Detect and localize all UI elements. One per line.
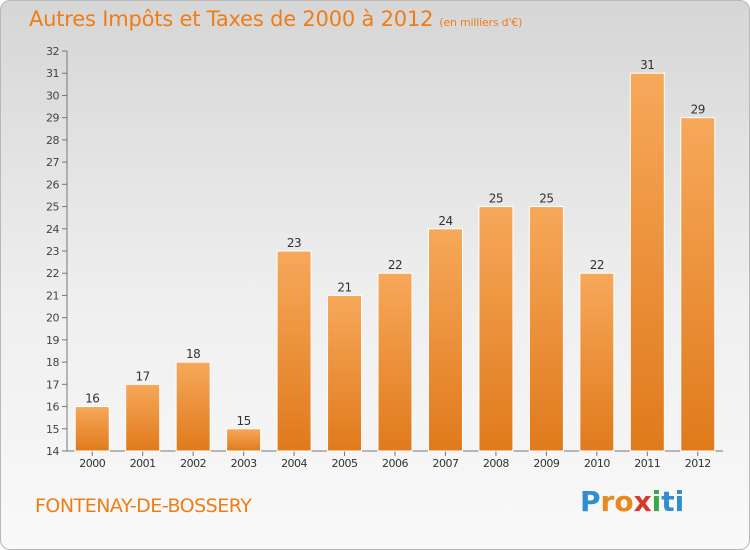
x-tick-label: 2008 (483, 457, 509, 470)
bar-value-label: 31 (640, 58, 654, 72)
logo-letter: P (580, 485, 601, 518)
bar-value-label: 22 (590, 258, 604, 272)
y-tick-label: 20 (46, 312, 59, 325)
bar-value-label: 18 (186, 347, 200, 361)
y-tick-label: 15 (46, 423, 59, 436)
bar-value-label: 25 (539, 192, 553, 206)
y-tick-label: 24 (46, 223, 59, 236)
bar (175, 361, 211, 452)
x-tick-label: 2012 (685, 457, 711, 470)
chart-unit: (en milliers d'€) (439, 16, 523, 29)
bar-value-label: 22 (388, 258, 402, 272)
y-tick-label: 29 (46, 112, 59, 125)
bar-value-label: 17 (136, 369, 150, 383)
logo-letter: i (651, 485, 662, 518)
x-tick-label: 2005 (332, 457, 358, 470)
y-tick-label: 31 (46, 67, 59, 80)
x-tick-label: 2010 (584, 457, 610, 470)
x-tick-label: 2003 (231, 457, 257, 470)
bar (680, 117, 716, 452)
y-tick-label: 16 (46, 401, 59, 414)
bar (377, 272, 413, 452)
bar-value-label: 29 (691, 103, 705, 117)
x-tick-label: 2000 (79, 457, 105, 470)
bar-value-label: 16 (85, 392, 99, 406)
y-tick-label: 23 (46, 245, 59, 258)
x-tick-label: 2009 (533, 457, 559, 470)
y-tick-label: 28 (46, 134, 59, 147)
y-tick-label: 26 (46, 178, 59, 191)
bar (276, 250, 312, 452)
bar (579, 272, 615, 452)
bar (74, 406, 110, 452)
y-tick-label: 27 (46, 156, 59, 169)
bar-value-label: 23 (287, 236, 301, 250)
y-tick-label: 30 (46, 89, 59, 102)
y-tick-label: 32 (46, 45, 59, 58)
x-tick-label: 2007 (432, 457, 458, 470)
y-tick-label: 21 (46, 289, 59, 302)
bar (528, 206, 564, 452)
y-tick-label: 25 (46, 201, 59, 214)
y-tick-label: 14 (46, 445, 59, 458)
y-tick-label: 18 (46, 356, 59, 369)
chart-title: Autres Impôts et Taxes de 2000 à 2012 (en… (29, 7, 522, 31)
chart-title-text: Autres Impôts et Taxes de 2000 à 2012 (29, 7, 434, 31)
bar (629, 72, 665, 452)
x-tick-label: 2004 (281, 457, 307, 470)
bar-value-label: 25 (489, 192, 503, 206)
bar (125, 383, 161, 452)
y-tick-label: 22 (46, 267, 59, 280)
x-tick-label: 2011 (634, 457, 660, 470)
x-tick-label: 2002 (180, 457, 206, 470)
proxiti-logo: Proxiti (580, 485, 684, 518)
bar-value-label: 24 (438, 214, 452, 228)
bar (478, 206, 514, 452)
logo-letter: x (633, 485, 652, 518)
logo-letter: r (600, 485, 615, 518)
y-tick-label: 19 (46, 334, 59, 347)
x-tick-label: 2001 (130, 457, 156, 470)
bar (327, 294, 363, 452)
logo-letter: ti (661, 485, 685, 518)
bar-value-label: 15 (236, 414, 250, 428)
bar (226, 428, 262, 452)
bar-value-label: 21 (337, 280, 351, 294)
town-name: FONTENAY-DE-BOSSERY (35, 495, 252, 517)
x-tick-label: 2006 (382, 457, 408, 470)
bar (427, 228, 463, 452)
y-tick-label: 17 (46, 378, 59, 391)
logo-letter: o (614, 485, 634, 518)
